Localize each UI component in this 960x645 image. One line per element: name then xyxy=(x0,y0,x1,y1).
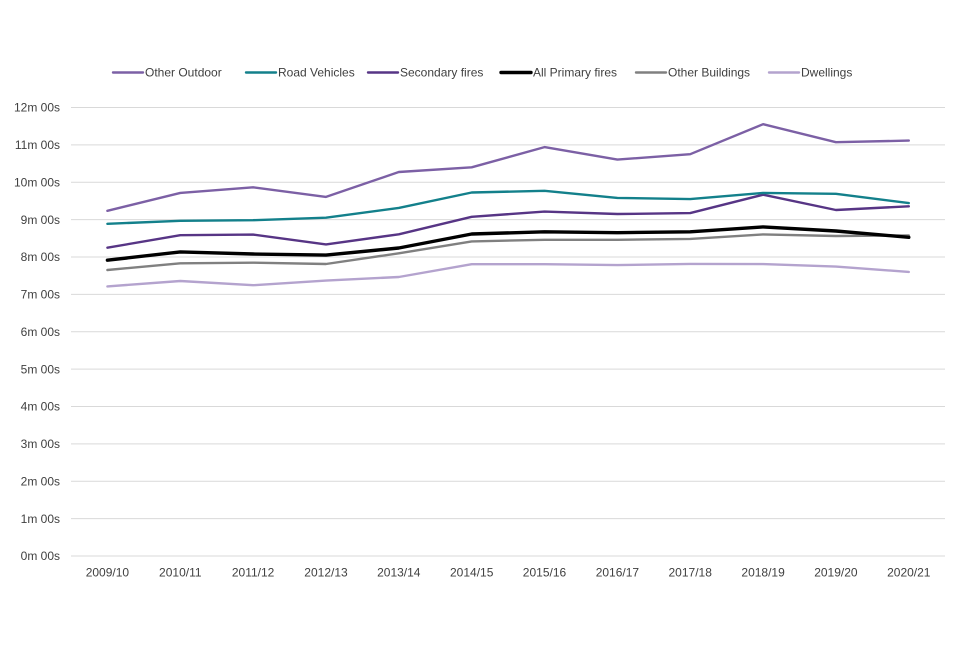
svg-text:11m 00s: 11m 00s xyxy=(15,138,60,152)
svg-text:2011/12: 2011/12 xyxy=(232,566,275,580)
svg-text:2010/11: 2010/11 xyxy=(159,566,202,580)
svg-text:Secondary fires: Secondary fires xyxy=(400,66,483,80)
svg-text:5m 00s: 5m 00s xyxy=(21,362,60,376)
svg-text:6m 00s: 6m 00s xyxy=(21,325,60,339)
svg-text:Other Outdoor: Other Outdoor xyxy=(145,66,222,80)
svg-text:2017/18: 2017/18 xyxy=(669,566,713,580)
svg-text:2012/13: 2012/13 xyxy=(304,566,348,580)
svg-text:2009/10: 2009/10 xyxy=(86,566,130,580)
svg-text:2020/21: 2020/21 xyxy=(887,566,931,580)
svg-text:7m 00s: 7m 00s xyxy=(21,288,60,302)
svg-text:4m 00s: 4m 00s xyxy=(21,400,60,414)
svg-text:10m 00s: 10m 00s xyxy=(14,175,60,189)
svg-text:0m 00s: 0m 00s xyxy=(21,549,60,563)
svg-text:2015/16: 2015/16 xyxy=(523,566,567,580)
svg-text:1m 00s: 1m 00s xyxy=(21,512,60,526)
svg-text:2019/20: 2019/20 xyxy=(814,566,858,580)
svg-text:9m 00s: 9m 00s xyxy=(21,213,60,227)
svg-text:2013/14: 2013/14 xyxy=(377,566,421,580)
svg-text:Other Buildings: Other Buildings xyxy=(668,66,750,80)
svg-text:2018/19: 2018/19 xyxy=(741,566,785,580)
svg-text:2014/15: 2014/15 xyxy=(450,566,494,580)
svg-text:All Primary fires: All Primary fires xyxy=(533,66,617,80)
svg-text:3m 00s: 3m 00s xyxy=(21,437,60,451)
svg-text:Road Vehicles: Road Vehicles xyxy=(278,66,355,80)
svg-text:2m 00s: 2m 00s xyxy=(21,474,60,488)
svg-text:Dwellings: Dwellings xyxy=(801,66,852,80)
svg-text:2016/17: 2016/17 xyxy=(596,566,640,580)
svg-text:8m 00s: 8m 00s xyxy=(21,250,60,264)
svg-text:12m 00s: 12m 00s xyxy=(14,101,60,115)
